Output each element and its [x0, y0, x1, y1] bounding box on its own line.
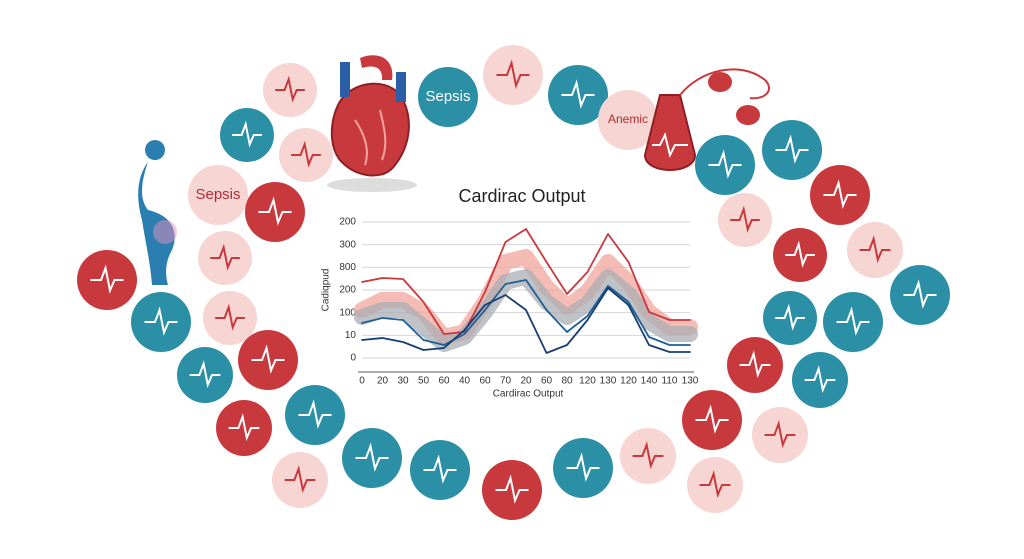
icon-glyph [355, 442, 389, 472]
icon-glyph [903, 279, 937, 309]
icon-glyph [251, 344, 285, 374]
x-tick-label: 60 [479, 376, 491, 387]
icon-glyph [836, 306, 870, 336]
icon-glyph [495, 474, 529, 504]
icon-label: Sepsis [195, 186, 240, 203]
icon-glyph [859, 235, 891, 264]
icon-glyph [699, 470, 731, 499]
x-tick-label: 140 [641, 376, 658, 387]
icon-glyph [232, 120, 262, 148]
y-tick-label: 300 [339, 239, 356, 250]
x-tick-label: 60 [541, 376, 553, 387]
y-tick-label: 0 [350, 353, 356, 364]
chart: Cardirac Output Cardirac Output Cadiqpud… [321, 186, 699, 400]
x-tick-label: 20 [520, 376, 532, 387]
icon-circle [598, 90, 658, 150]
icon-glyph [496, 59, 530, 89]
band [354, 269, 698, 352]
heart-illustration [327, 55, 417, 192]
y-axis-label: Cadiqpud [321, 269, 332, 312]
icon-glyph [708, 149, 742, 179]
icon-glyph [739, 350, 771, 379]
icon-glyph [823, 179, 857, 209]
icon-label: Sepsis [425, 88, 470, 105]
x-tick-label: 50 [418, 376, 430, 387]
icon-circle [188, 165, 248, 225]
icon-glyph [695, 404, 729, 434]
x-axis-label: Cardirac Output [493, 389, 564, 400]
y-tick-label: 200 [339, 285, 356, 296]
icon-glyph [775, 303, 805, 331]
line [361, 279, 691, 346]
pregnancy-silhouette [138, 140, 177, 285]
chart-title: Cardirac Output [458, 186, 585, 206]
icon-glyph [215, 303, 245, 331]
x-tick-label: 60 [438, 376, 450, 387]
icon-glyph [298, 399, 332, 429]
x-tick-label: 110 [662, 376, 678, 387]
x-tick-label: 130 [682, 376, 699, 387]
x-tick-label: 0 [359, 376, 365, 387]
icon-circle [418, 67, 478, 127]
y-tick-label: 100 [339, 307, 356, 318]
icon-glyph [566, 452, 600, 482]
x-tick-label: 120 [579, 376, 596, 387]
y-tick-label: 200 [339, 217, 356, 228]
icon-glyph [275, 75, 305, 103]
icon-glyph [764, 420, 796, 449]
icon-glyph [804, 365, 836, 394]
icon-glyph [258, 196, 292, 226]
icon-glyph [423, 454, 457, 484]
icon-glyph [210, 243, 240, 271]
x-tick-label: 40 [459, 376, 471, 387]
icon-glyph [90, 264, 124, 294]
y-tick-label: 800 [339, 262, 356, 273]
decorations: Sepsis Anemic Sepsis [77, 45, 950, 520]
blood-flask-illustration [643, 68, 770, 171]
icon-glyph [730, 205, 760, 233]
icon-glyph [561, 79, 595, 109]
icon-glyph [785, 240, 815, 268]
icon-glyph [189, 360, 221, 389]
icon-glyph [632, 441, 664, 470]
icon-glyph [228, 413, 260, 442]
x-tick-label: 70 [500, 376, 512, 387]
icon-glyph [144, 306, 178, 336]
icon-glyph [775, 134, 809, 164]
x-tick-label: 130 [600, 376, 617, 387]
line [361, 228, 691, 335]
x-tick-label: 80 [561, 376, 573, 387]
icon-label: Anemic [608, 112, 648, 126]
icon-glyph [291, 140, 321, 168]
x-tick-label: 30 [397, 376, 409, 387]
icon-glyph [284, 465, 316, 494]
line [361, 287, 691, 354]
y-tick-label: 10 [345, 330, 357, 341]
x-tick-label: 120 [620, 376, 637, 387]
x-tick-label: 20 [377, 376, 389, 387]
